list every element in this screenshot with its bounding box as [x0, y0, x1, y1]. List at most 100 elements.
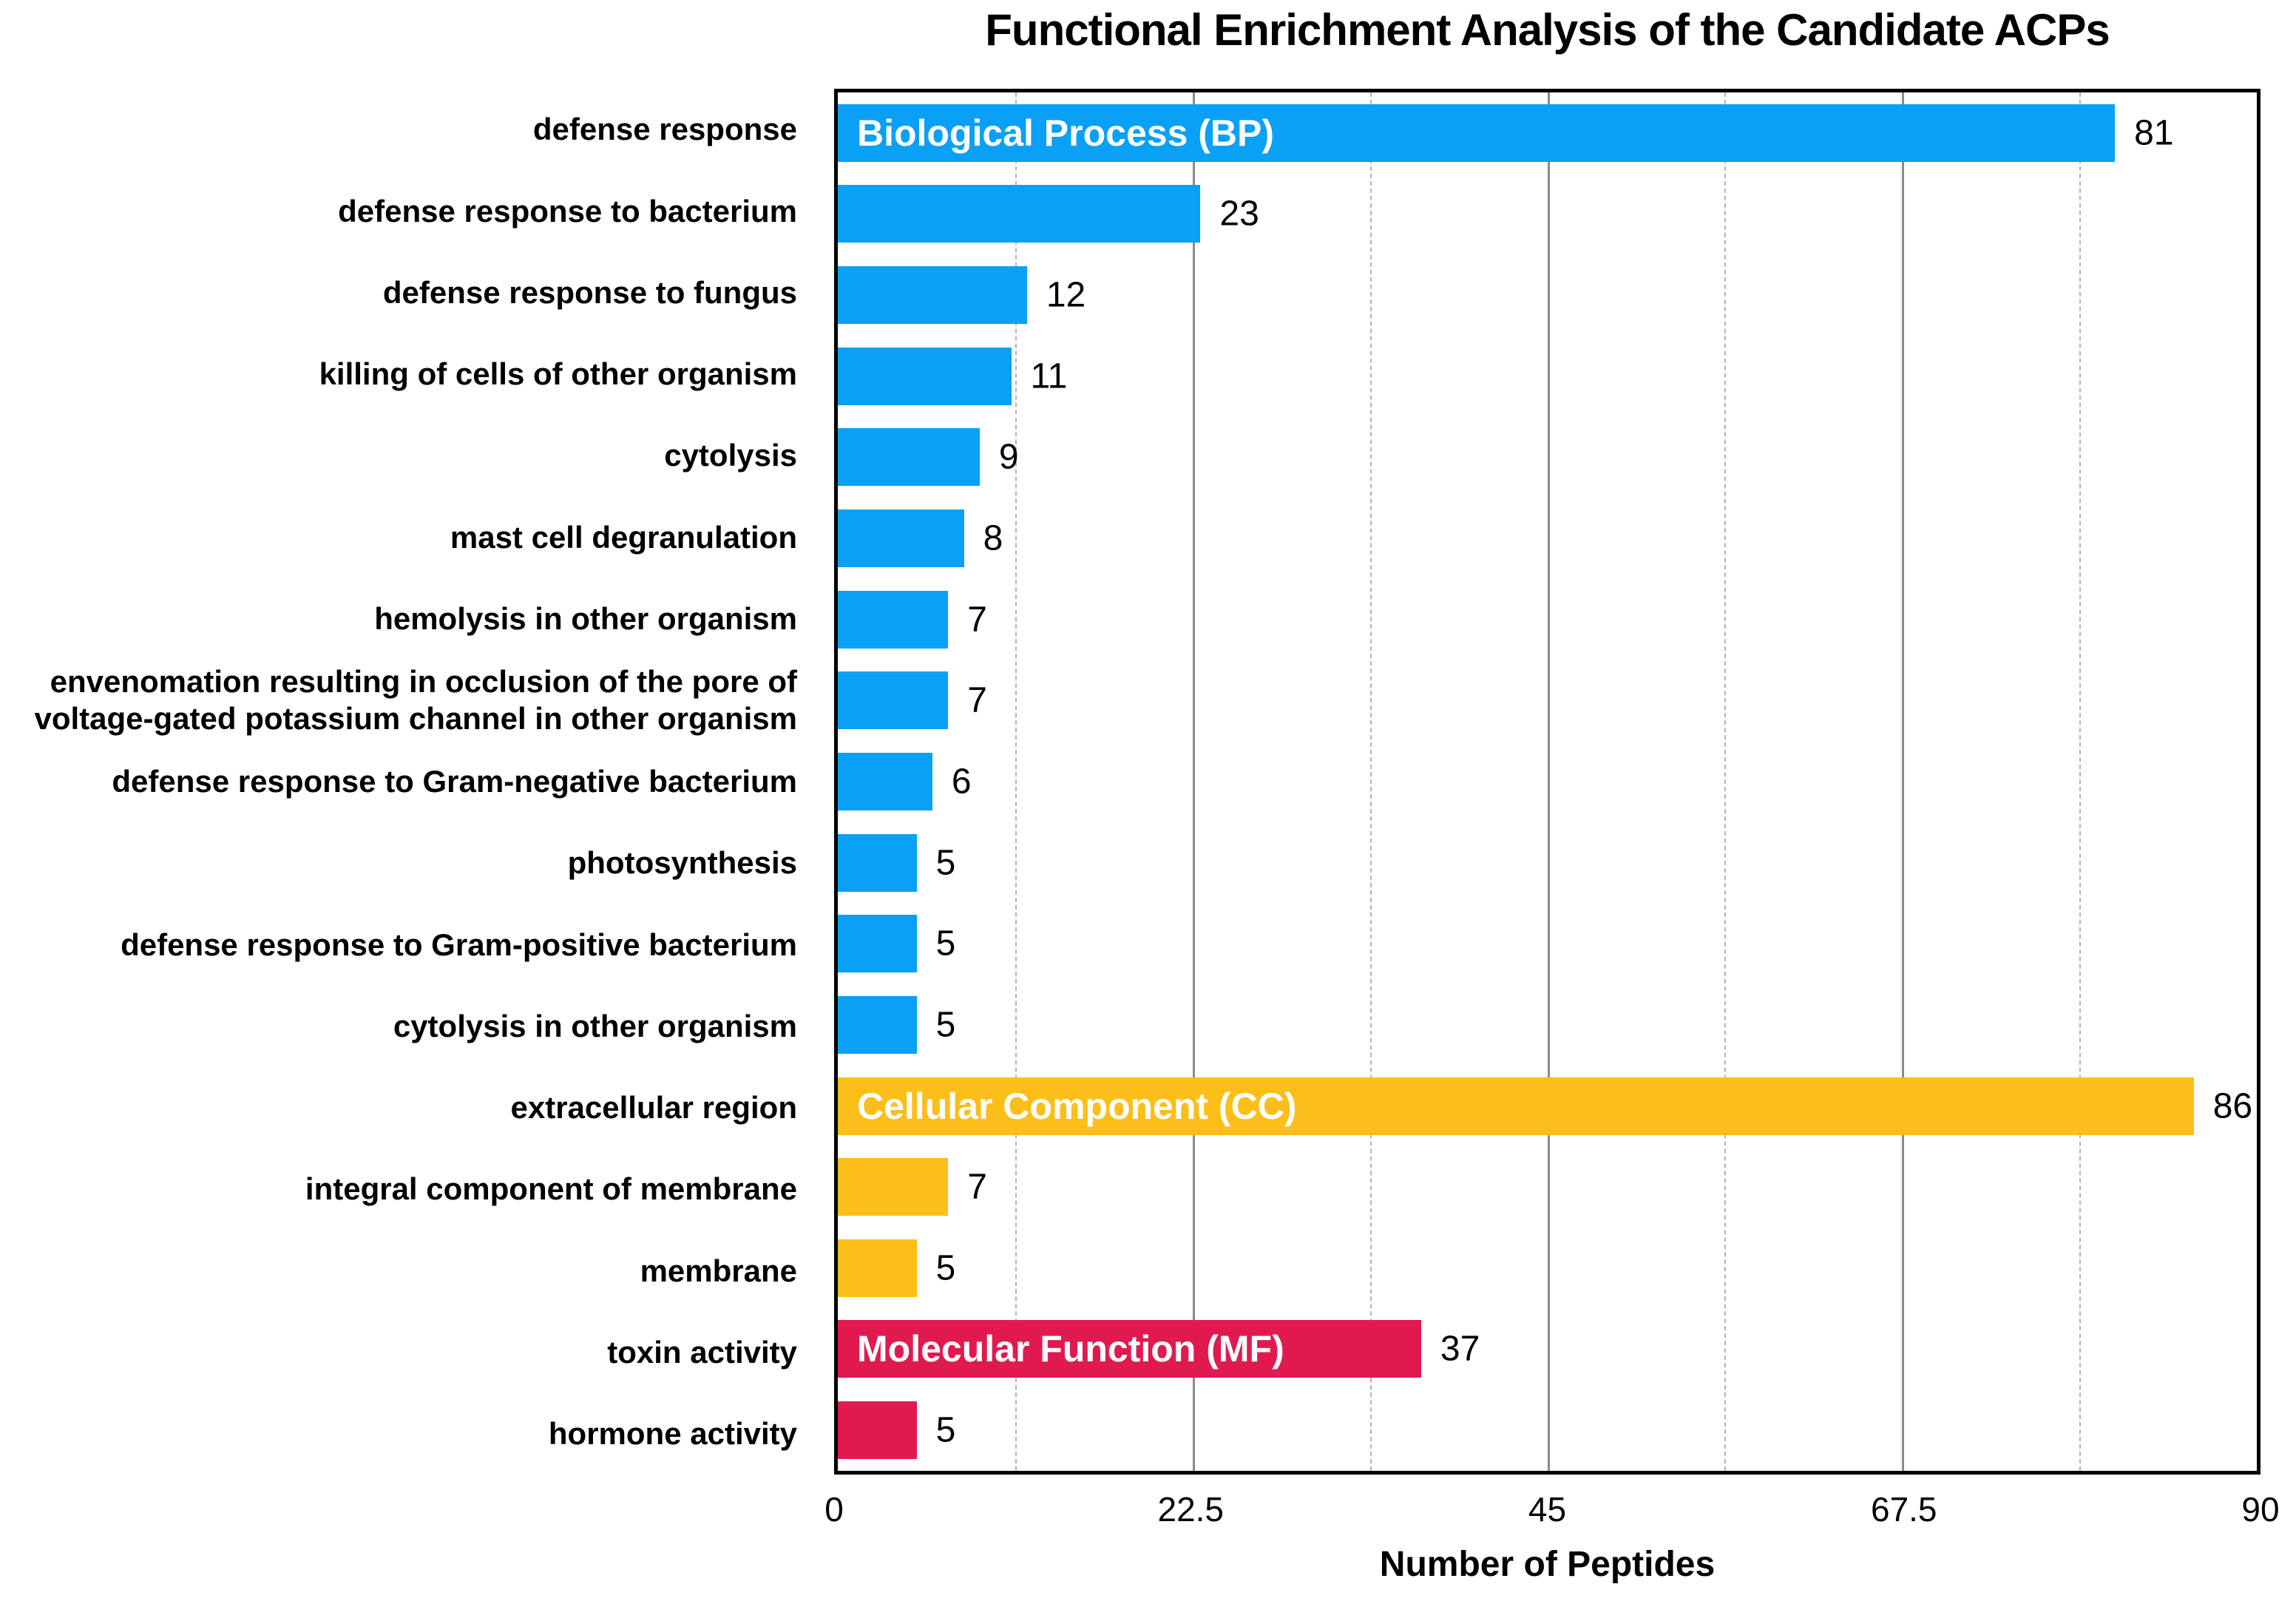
category-label: defense response to bacterium [338, 193, 797, 229]
label-row: membrane [0, 1230, 834, 1311]
category-label: mast cell degranulation [450, 519, 797, 555]
gridline-minor [1724, 92, 1727, 1471]
bar-value: 8 [983, 518, 1003, 558]
x-axis-title: Number of Peptides [1379, 1545, 1716, 1584]
bar-row: 7 [838, 660, 2257, 741]
bar [838, 590, 949, 649]
x-tick-label: 67.5 [1870, 1490, 1937, 1529]
bar-row: 12 [838, 254, 2257, 336]
label-row: envenomation resulting in occlusion of t… [0, 660, 834, 741]
bar-row: 5 [838, 1228, 2257, 1309]
bar [838, 1239, 917, 1297]
bar-row: Biological Process (BP) 81 [838, 92, 2257, 174]
rows: Biological Process (BP) 81 23 12 11 9 8 [838, 92, 2257, 1471]
bar [838, 671, 949, 730]
labels-column: defense response defense response to bac… [0, 89, 834, 1475]
category-label: integral component of membrane [305, 1171, 797, 1207]
bar-value: 81 [2134, 113, 2174, 153]
bar [838, 915, 917, 973]
bar [838, 833, 917, 892]
gridline-minor [1369, 92, 1372, 1471]
bar [838, 185, 1201, 243]
bar [838, 1158, 949, 1216]
x-tick-label: 45 [1528, 1490, 1567, 1529]
category-label: envenomation resulting in occlusion of t… [34, 664, 797, 736]
label-row: toxin activity [0, 1312, 834, 1393]
bar-row: 5 [838, 903, 2257, 984]
category-label: hormone activity [548, 1416, 797, 1452]
category-label: killing of cells of other organism [319, 356, 797, 392]
category-label: extracellular region [510, 1090, 798, 1126]
bar-row: 5 [838, 984, 2257, 1066]
bar-value: 7 [967, 600, 987, 640]
bar [838, 752, 932, 810]
category-label: defense response [532, 112, 797, 147]
bar: Molecular Function (MF) [838, 1320, 1421, 1378]
bar-row: Molecular Function (MF) 37 [838, 1309, 2257, 1390]
bar [838, 347, 1012, 405]
group-label: Molecular Function (MF) [857, 1328, 1284, 1370]
group-label: Biological Process (BP) [857, 112, 1275, 154]
bar: Biological Process (BP) [838, 104, 2116, 162]
bar-row: 9 [838, 417, 2257, 498]
bar-value: 12 [1046, 275, 1086, 315]
bar-row: 11 [838, 336, 2257, 417]
bar-value: 5 [935, 924, 956, 964]
label-row: defense response to bacterium [0, 170, 834, 251]
category-label: cytolysis [664, 438, 797, 473]
bar [838, 510, 964, 568]
category-label: photosynthesis [567, 845, 797, 881]
category-label: cytolysis in other organism [393, 1008, 797, 1043]
bar-value: 9 [998, 437, 1019, 477]
label-row: integral component of membrane [0, 1148, 834, 1230]
label-row: defense response [0, 89, 834, 170]
bar-value: 23 [1219, 194, 1259, 234]
bar-value: 6 [951, 762, 972, 802]
bar-row: 7 [838, 579, 2257, 660]
category-label: toxin activity [607, 1334, 797, 1370]
bar-value: 5 [935, 1005, 956, 1045]
bar-row: 7 [838, 1146, 2257, 1228]
bar [838, 266, 1027, 325]
bar-value: 86 [2212, 1086, 2253, 1126]
bar [838, 1401, 917, 1460]
gridline-major [1547, 92, 1550, 1471]
label-row: hemolysis in other organism [0, 578, 834, 659]
bar [838, 428, 980, 487]
bar: Cellular Component (CC) [838, 1077, 2194, 1135]
bar-value: 5 [935, 843, 956, 883]
category-label: defense response to Gram-negative bacter… [112, 764, 797, 799]
gridline-major [1902, 92, 1905, 1471]
bar-value: 7 [967, 680, 987, 720]
label-row: cytolysis [0, 415, 834, 496]
gridline-minor [2079, 92, 2082, 1471]
bar-value: 5 [935, 1248, 956, 1288]
category-label: defense response to Gram-positive bacter… [121, 927, 797, 962]
bar-row: 5 [838, 1390, 2257, 1471]
plot-frame: Biological Process (BP) 81 23 12 11 9 8 [834, 89, 2261, 1475]
x-tick-label: 90 [2241, 1490, 2280, 1529]
bar-value: 5 [935, 1410, 956, 1450]
bar-value: 11 [1030, 356, 1068, 396]
group-label: Cellular Component (CC) [857, 1085, 1297, 1127]
label-row: defense response to Gram-positive bacter… [0, 904, 834, 985]
x-tick-label: 22.5 [1157, 1490, 1225, 1529]
bar-row: 8 [838, 498, 2257, 579]
label-row: defense response to fungus [0, 251, 834, 333]
bar-row: 23 [838, 174, 2257, 255]
label-row: extracellular region [0, 1067, 834, 1148]
category-label: hemolysis in other organism [374, 600, 797, 636]
bar-row: Cellular Component (CC) 86 [838, 1066, 2257, 1147]
x-tick-label: 0 [824, 1490, 844, 1529]
x-ticks: 0 22.5 45 67.5 90 [824, 1489, 2279, 1532]
label-row: killing of cells of other organism [0, 334, 834, 415]
bar [838, 995, 917, 1054]
gridline-minor [1015, 92, 1017, 1471]
gridline-major [1192, 92, 1195, 1471]
bar-row: 6 [838, 741, 2257, 822]
label-row: cytolysis in other organism [0, 986, 834, 1067]
bar-value: 7 [967, 1167, 987, 1207]
label-row: hormone activity [0, 1393, 834, 1475]
category-label: defense response to fungus [382, 274, 797, 310]
